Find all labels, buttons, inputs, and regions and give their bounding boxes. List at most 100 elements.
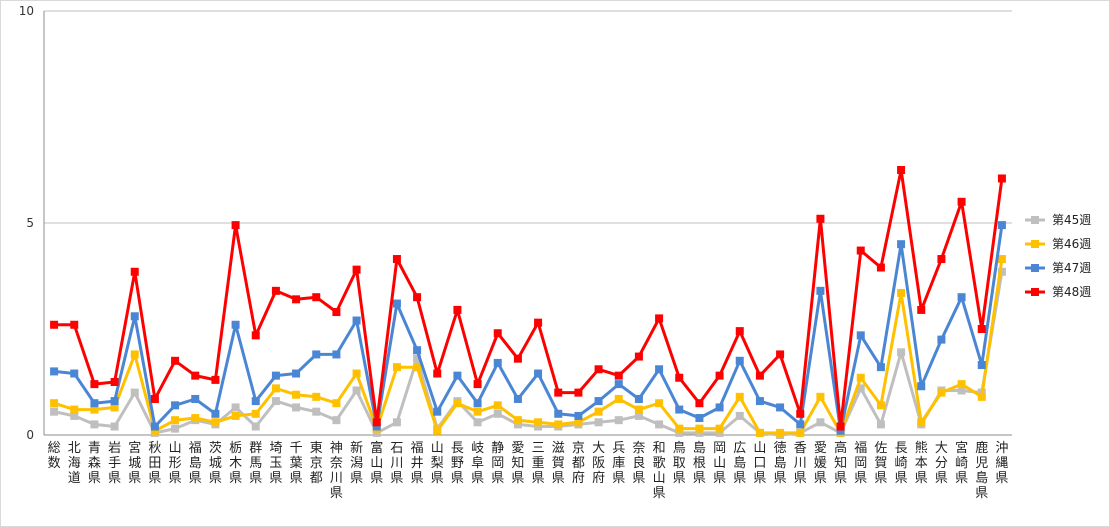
data-point bbox=[231, 403, 240, 412]
data-point bbox=[715, 424, 724, 433]
data-point bbox=[231, 411, 240, 420]
data-point bbox=[332, 416, 341, 425]
data-point bbox=[312, 350, 321, 359]
data-point bbox=[150, 422, 159, 431]
x-category-label: 岐阜県 bbox=[471, 441, 484, 486]
data-point bbox=[433, 407, 442, 416]
data-point bbox=[110, 422, 119, 431]
data-point bbox=[957, 197, 966, 206]
data-point bbox=[937, 388, 946, 397]
data-point bbox=[352, 369, 361, 378]
legend-item: 第47週 bbox=[1025, 261, 1091, 275]
data-point bbox=[897, 240, 906, 249]
data-point bbox=[271, 384, 280, 393]
data-point bbox=[554, 388, 563, 397]
data-point bbox=[90, 399, 99, 408]
data-point bbox=[856, 384, 865, 393]
data-point bbox=[70, 405, 79, 414]
data-point bbox=[534, 422, 543, 431]
data-point bbox=[513, 420, 522, 429]
legend-label: 第48週 bbox=[1052, 285, 1091, 299]
data-point bbox=[816, 286, 825, 295]
data-point bbox=[876, 263, 885, 272]
data-point bbox=[715, 371, 724, 380]
data-point bbox=[574, 388, 583, 397]
data-point bbox=[150, 394, 159, 403]
x-category-label: 青森県 bbox=[88, 441, 101, 486]
data-point bbox=[372, 428, 381, 437]
data-point bbox=[332, 350, 341, 359]
series-lines bbox=[50, 166, 1006, 439]
data-point bbox=[655, 365, 664, 374]
data-point bbox=[413, 346, 422, 355]
data-point bbox=[251, 397, 260, 406]
data-point bbox=[171, 356, 180, 365]
x-category-label: 奈良県 bbox=[632, 441, 645, 486]
data-point bbox=[493, 329, 502, 338]
data-point bbox=[473, 407, 482, 416]
x-category-label: 徳島県 bbox=[774, 441, 787, 486]
x-category-label: 大分県 bbox=[935, 441, 948, 486]
data-point bbox=[977, 392, 986, 401]
data-point bbox=[90, 380, 99, 389]
data-point bbox=[735, 327, 744, 336]
data-point bbox=[594, 365, 603, 374]
data-point bbox=[292, 403, 301, 412]
data-point bbox=[614, 416, 623, 425]
data-point bbox=[453, 399, 462, 408]
x-category-label: 群馬県 bbox=[249, 441, 262, 486]
data-point bbox=[937, 335, 946, 344]
data-point bbox=[392, 363, 401, 372]
data-point bbox=[917, 382, 926, 391]
data-point bbox=[90, 405, 99, 414]
data-point bbox=[292, 390, 301, 399]
data-point bbox=[856, 373, 865, 382]
data-point bbox=[675, 373, 684, 382]
data-point bbox=[231, 320, 240, 329]
x-category-label: 宮崎県 bbox=[955, 440, 968, 486]
data-point bbox=[413, 293, 422, 302]
data-point bbox=[50, 367, 59, 376]
data-point bbox=[634, 411, 643, 420]
data-point bbox=[675, 424, 684, 433]
data-point bbox=[675, 428, 684, 437]
data-point bbox=[191, 371, 200, 380]
data-point bbox=[776, 403, 785, 412]
data-point bbox=[312, 293, 321, 302]
data-point bbox=[372, 418, 381, 427]
x-category-label: 香川県 bbox=[794, 441, 807, 486]
x-category-label: 高知県 bbox=[834, 440, 847, 486]
data-point bbox=[634, 394, 643, 403]
legend-label: 第47週 bbox=[1052, 261, 1091, 275]
data-point bbox=[453, 305, 462, 314]
data-point bbox=[715, 403, 724, 412]
x-category-label: 富山県 bbox=[370, 440, 383, 486]
data-point bbox=[816, 418, 825, 427]
data-point bbox=[352, 265, 361, 274]
data-point bbox=[473, 418, 482, 427]
data-point bbox=[271, 371, 280, 380]
data-point bbox=[352, 386, 361, 395]
legend-item: 第48週 bbox=[1025, 285, 1091, 299]
x-category-label: 熊本県 bbox=[915, 440, 928, 486]
data-point bbox=[292, 295, 301, 304]
data-point bbox=[755, 428, 764, 437]
data-point bbox=[171, 424, 180, 433]
data-point bbox=[534, 418, 543, 427]
data-point bbox=[876, 420, 885, 429]
data-point bbox=[957, 386, 966, 395]
data-point bbox=[50, 320, 59, 329]
x-category-label: 東京都 bbox=[310, 440, 323, 486]
y-tick-label: 0 bbox=[26, 428, 34, 442]
legend-swatch-marker bbox=[1031, 264, 1039, 272]
data-point bbox=[433, 369, 442, 378]
data-point bbox=[574, 418, 583, 427]
data-point bbox=[816, 392, 825, 401]
x-category-label: 愛媛県 bbox=[814, 441, 827, 486]
data-point bbox=[211, 409, 220, 418]
data-point bbox=[997, 174, 1006, 183]
data-point bbox=[332, 308, 341, 317]
data-point bbox=[513, 394, 522, 403]
data-point bbox=[473, 399, 482, 408]
legend-item: 第45週 bbox=[1025, 213, 1091, 227]
